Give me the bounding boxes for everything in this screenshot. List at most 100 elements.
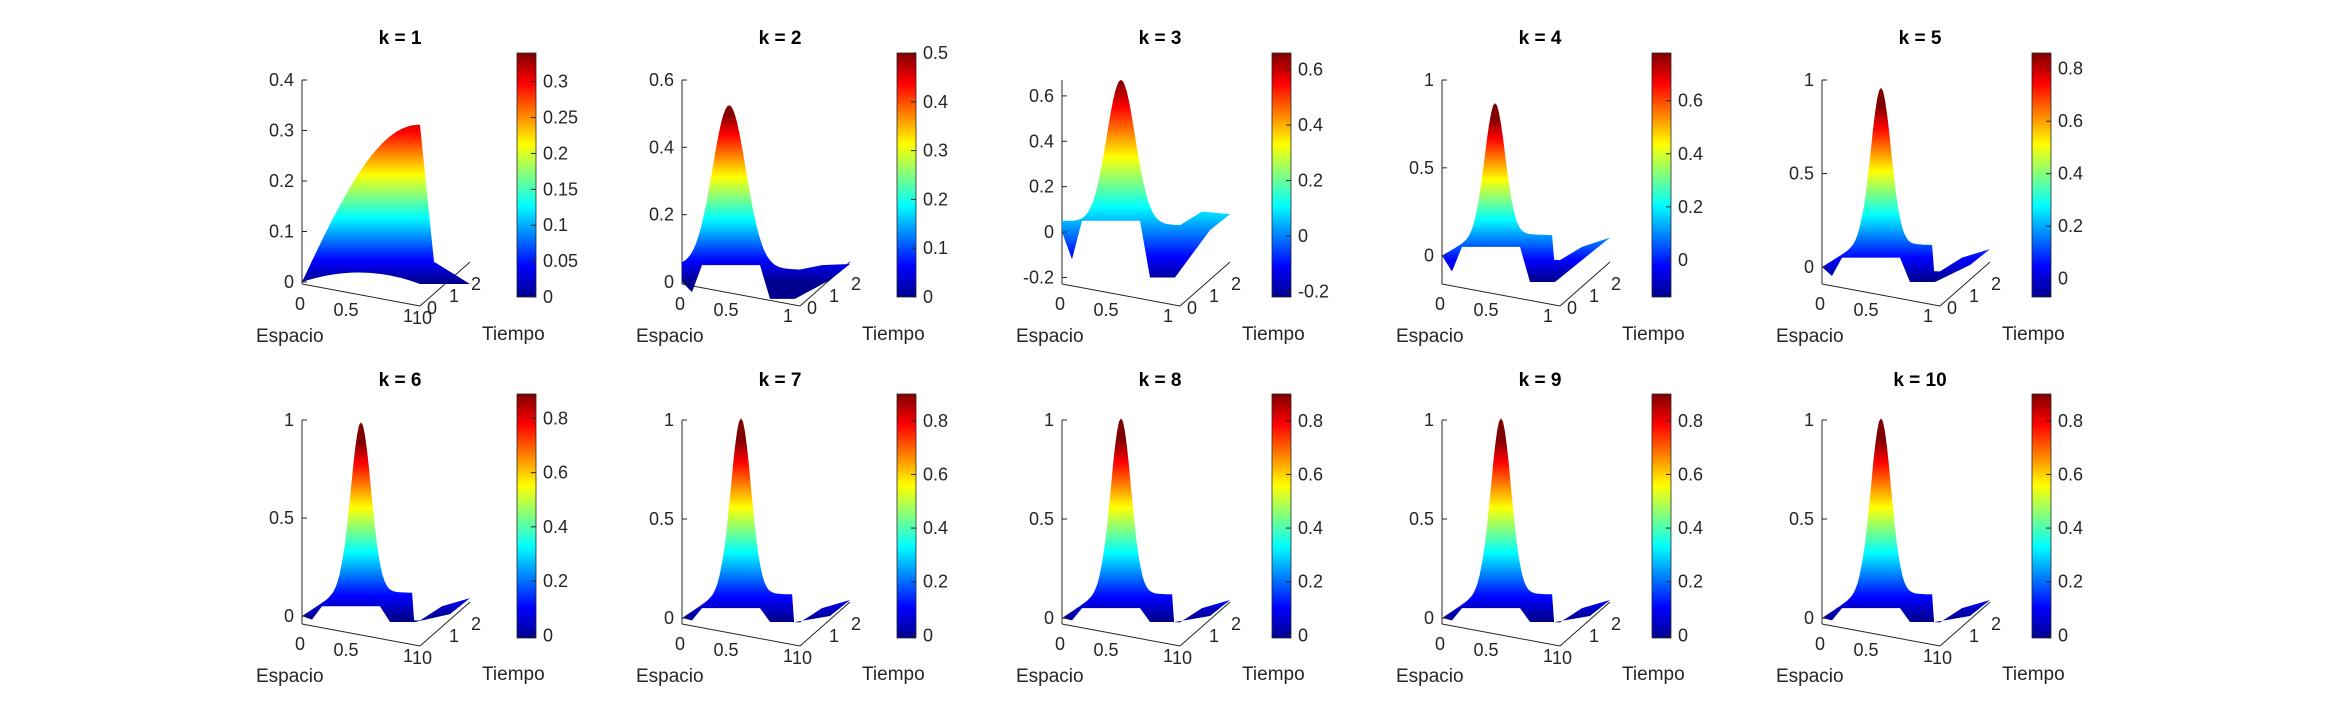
z-tick-label: 0.4 [269, 70, 294, 90]
x-tick-label: 0.5 [1853, 640, 1878, 660]
z-tick-label: 0 [664, 272, 674, 292]
x-axis-label: Espacio [256, 666, 324, 687]
x-axis-label: Espacio [1396, 666, 1464, 687]
colorbar-tick-label: -0.2 [1298, 281, 1329, 301]
colorbar-tick-label: 0.4 [2058, 518, 2083, 538]
x-axis-line [1821, 623, 1941, 647]
surface [1062, 418, 1230, 623]
colorbar-tick-label: 0 [1298, 625, 1308, 645]
colorbar-tick-label: 0.4 [1298, 115, 1323, 135]
surface [1822, 418, 1990, 623]
z-tick-label: -0.2 [1023, 267, 1054, 287]
x-tick-label: 1 [1923, 306, 1933, 326]
colorbar-tick-label: 0.15 [543, 179, 578, 199]
colorbar [2031, 52, 2052, 298]
colorbar-tick-label: 0.1 [923, 238, 948, 258]
colorbar-tick-label: 0.4 [1678, 518, 1703, 538]
x-tick-label: 1 [783, 646, 793, 666]
colorbar-tick-label: 0.8 [923, 411, 948, 431]
x-axis-line [301, 623, 421, 647]
surface [682, 105, 850, 299]
surface [1822, 87, 1990, 282]
z-tick-label: 1 [1424, 70, 1434, 90]
y-tick-label: 2 [1611, 614, 1621, 634]
z-tick-label: 0.6 [1029, 86, 1054, 106]
x-tick-label: 0 [1815, 634, 1825, 654]
x-tick-label: 0 [675, 634, 685, 654]
y-tick-label: 1 [1969, 626, 1979, 646]
colorbar [896, 52, 917, 298]
y-tick-label: 1 [1209, 626, 1219, 646]
y-axis-label: Tiempo [1242, 664, 1305, 685]
x-axis-label: Espacio [1016, 326, 1084, 347]
colorbar-tick-label: 0.4 [923, 518, 948, 538]
colorbar-tick-label: 0.8 [1678, 411, 1703, 431]
colorbar-tick-label: 0.2 [1678, 197, 1703, 217]
z-tick-label: 0.4 [649, 137, 674, 157]
colorbar-tick-label: 0 [1298, 226, 1308, 246]
colorbar-tick-label: 0.8 [2058, 59, 2083, 79]
surface [1062, 79, 1230, 278]
colorbar-tick-label: 0 [1678, 625, 1688, 645]
colorbar-tick-label: 0.2 [923, 572, 948, 592]
y-tick-label: 2 [1231, 614, 1241, 634]
x-axis-label: Espacio [636, 326, 704, 347]
z-tick-label: 0.5 [1789, 509, 1814, 529]
z-tick-label: 0.5 [269, 508, 294, 528]
x-axis-line [1061, 283, 1181, 307]
x-tick-label: 0.5 [1853, 300, 1878, 320]
colorbar-tick-label: 0.2 [2058, 572, 2083, 592]
colorbar-tick-label: 0 [1678, 250, 1688, 270]
y-axis-label: Tiempo [1622, 664, 1685, 685]
xy-corner-label: 10 [1552, 648, 1572, 668]
colorbar-tick-label: 0.3 [543, 72, 568, 92]
colorbar-tick-label: 0.4 [1678, 144, 1703, 164]
x-tick-label: 0 [675, 294, 685, 314]
surface [1442, 103, 1610, 282]
y-tick-label: 2 [1991, 614, 2001, 634]
y-axis-label: Tiempo [482, 664, 545, 685]
colorbar [896, 393, 917, 639]
z-tick-label: 1 [1804, 410, 1814, 430]
colorbar [1651, 393, 1672, 639]
x-tick-label: 0 [1055, 294, 1065, 314]
x-tick-label: 0.5 [333, 640, 358, 660]
y-axis-line [1939, 261, 1991, 307]
colorbar [516, 52, 537, 298]
colorbar-tick-label: 0.4 [2058, 164, 2083, 184]
colorbar-tick-label: 0 [543, 625, 553, 645]
colorbar-tick-label: 0 [2058, 269, 2068, 289]
z-tick-label: 0.3 [269, 121, 294, 141]
z-tick-label: 0.6 [649, 70, 674, 90]
x-tick-label: 1 [1163, 646, 1173, 666]
x-tick-label: 0.5 [333, 300, 358, 320]
colorbar-tick-label: 0.1 [543, 215, 568, 235]
colorbar-tick-label: 0.2 [2058, 216, 2083, 236]
x-axis-line [1441, 283, 1561, 307]
y-tick-label: 2 [851, 274, 861, 294]
subplot-title: k = 10 [1893, 370, 1946, 391]
x-tick-label: 0.5 [1093, 640, 1118, 660]
x-axis-label: Espacio [1776, 326, 1844, 347]
xy-corner-label: 10 [1932, 648, 1952, 668]
colorbar-tick-label: 0.8 [2058, 411, 2083, 431]
y-tick-label: 1 [829, 286, 839, 306]
x-tick-label: 0 [1815, 294, 1825, 314]
z-tick-label: 0.1 [269, 222, 294, 242]
y-tick-label: 0 [1567, 298, 1577, 318]
z-tick-label: 0 [1804, 608, 1814, 628]
z-tick-label: 1 [1044, 410, 1054, 430]
colorbar-tick-label: 0.2 [1678, 572, 1703, 592]
y-axis-line [1939, 601, 1991, 647]
z-tick-label: 0.5 [1789, 164, 1814, 184]
colorbar-tick-label: 0.8 [543, 408, 568, 428]
colorbar [516, 393, 537, 639]
z-tick-label: 0.5 [1409, 158, 1434, 178]
x-axis-label: Espacio [1776, 666, 1844, 687]
colorbar-tick-label: 0.4 [923, 92, 948, 112]
